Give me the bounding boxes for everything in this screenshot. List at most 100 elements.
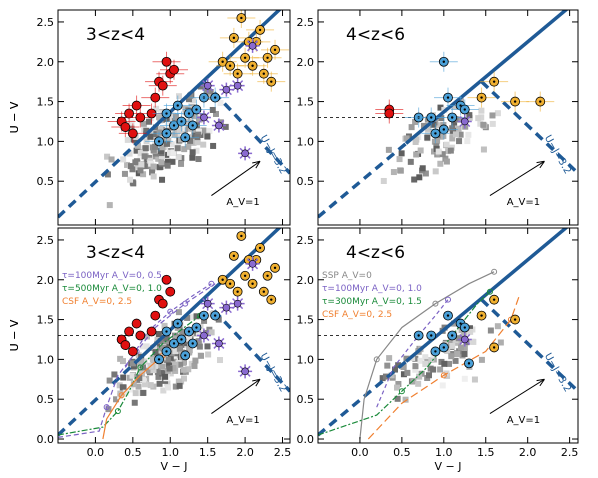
density-pixel [147,382,154,389]
av-label: A_V=1 [226,197,259,208]
density-pixel [132,390,139,397]
y-tick-label: 1.0 [37,353,55,366]
density-pixel [104,153,111,160]
density-pixel [386,355,393,362]
density-pixel [150,356,157,363]
red-galaxy-point [131,318,142,329]
density-pixel [159,176,166,183]
point-center-dot [240,16,243,20]
star-point [222,303,231,312]
density-pixel [390,169,397,176]
density-pixel [186,347,193,354]
density-pixel [133,147,140,154]
track-age-marker [486,288,493,295]
density-pixel [215,316,222,323]
density-pixel [166,365,173,372]
y-tick-label: 1.5 [297,314,315,327]
density-pixel [207,88,214,95]
density-pixel [140,389,147,396]
av-vector-head [536,160,545,169]
density-pixel [464,138,471,145]
legend-entry: SSP A_V=0 [322,271,372,281]
y-tick-label: 2.5 [297,16,315,29]
density-pixel [106,377,113,384]
point-center-dot [180,338,183,341]
av-label: A_V=1 [507,415,540,426]
density-pixel [200,141,207,148]
point-center-dot [442,346,446,349]
density-pixel [159,144,166,151]
density-pixel [143,333,150,340]
density-pixel [137,153,144,160]
point-center-dot [232,36,236,40]
x-tick-label: 0.0 [351,446,369,459]
density-pixel [206,127,213,134]
density-pixel [122,389,129,396]
model-track [318,291,491,436]
density-pixel [379,375,386,382]
density-pixel [422,354,429,361]
density-pixel [412,138,419,145]
density-pixel [172,361,179,368]
density-pixel [466,325,473,332]
point-center-dot [270,298,273,301]
density-pixel [186,335,193,342]
density-pixel [466,112,473,119]
density-pixel [164,121,171,128]
density-pixel [155,362,162,369]
density-pixel [424,129,431,136]
density-pixel [164,356,171,363]
panel-bottom-left: A_V=1 U−J=3.2 3<z<4 τ=100Myr A_V=0, 0.5 τ=50… [8,227,291,473]
density-pixel [154,368,161,375]
density-pixel [141,153,148,160]
panel-title: 4<z<6 [346,243,405,263]
density-pixel [134,142,141,149]
density-pixel [417,147,424,154]
density-pixel [449,342,456,349]
density-pixel [175,153,182,160]
point-center-dot [165,350,168,353]
density-pixel [137,167,144,174]
panel-frame [57,9,291,226]
star-point [248,260,257,268]
density-pixel [430,121,437,128]
density-pixel [411,176,418,183]
red-galaxy-point [384,108,395,119]
point-center-dot [258,246,262,250]
density-pixel [494,323,501,330]
density-pixel [176,127,183,134]
density-pixel [413,151,420,158]
star-point [241,367,249,376]
density-pixel [174,145,181,152]
density-pixel [497,339,504,346]
density-pixel [489,112,496,119]
uj-cut-line [480,298,578,393]
y-tick-label: 1.5 [37,314,55,327]
red-galaxy-point [157,298,168,309]
model-track [58,283,216,438]
y-tick-label: 2.5 [297,234,315,247]
uj-cut-line [480,80,578,175]
model-track [58,315,201,436]
density-pixel [392,366,399,373]
track-age-marker [208,280,215,287]
density-pixel [156,114,163,121]
density-pixel [116,382,123,389]
density-pixel [131,399,138,406]
density-pixel [432,168,439,175]
density-pixel [138,161,145,168]
y-tick-label: 0.5 [297,175,315,188]
panel-title: 3<z<4 [86,243,145,263]
density-pixel [400,371,407,378]
track-age-marker [114,408,121,415]
legend-entry: τ=300Myr A_V=0, 1.5 [322,297,422,307]
point-center-dot [228,64,232,67]
density-pixel [152,143,159,150]
av-vector-line [211,160,261,196]
density-pixel [149,169,156,176]
density-pixel [461,345,468,352]
y-tick-label: 0.5 [37,175,55,188]
star-point [215,121,223,130]
density-pixel [164,162,171,169]
